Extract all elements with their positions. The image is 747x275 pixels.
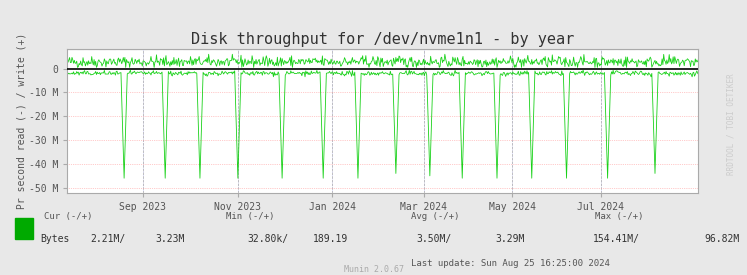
Title: Disk throughput for /dev/nvme1n1 - by year: Disk throughput for /dev/nvme1n1 - by ye… [191,32,574,47]
Text: RRDTOOL / TOBI OETIKER: RRDTOOL / TOBI OETIKER [727,73,736,175]
Y-axis label: Pr second read (-) / write (+): Pr second read (-) / write (+) [16,33,26,209]
Text: Avg (-/+): Avg (-/+) [411,212,459,221]
Text: Bytes: Bytes [41,234,70,244]
Text: 3.50M/: 3.50M/ [416,234,451,244]
Text: 3.23M: 3.23M [155,234,185,244]
Text: 2.21M/: 2.21M/ [90,234,125,244]
Text: Min (-/+): Min (-/+) [226,212,274,221]
Text: 3.29M: 3.29M [496,234,525,244]
Text: 96.82M: 96.82M [704,234,740,244]
Text: Munin 2.0.67: Munin 2.0.67 [344,265,403,274]
Text: 189.19: 189.19 [312,234,347,244]
Bar [15,218,34,239]
Text: Cur (-/+): Cur (-/+) [45,212,93,221]
Text: 32.80k/: 32.80k/ [247,234,288,244]
Text: Last update: Sun Aug 25 16:25:00 2024: Last update: Sun Aug 25 16:25:00 2024 [411,259,610,268]
Text: 154.41M/: 154.41M/ [593,234,639,244]
Text: Max (-/+): Max (-/+) [595,212,644,221]
